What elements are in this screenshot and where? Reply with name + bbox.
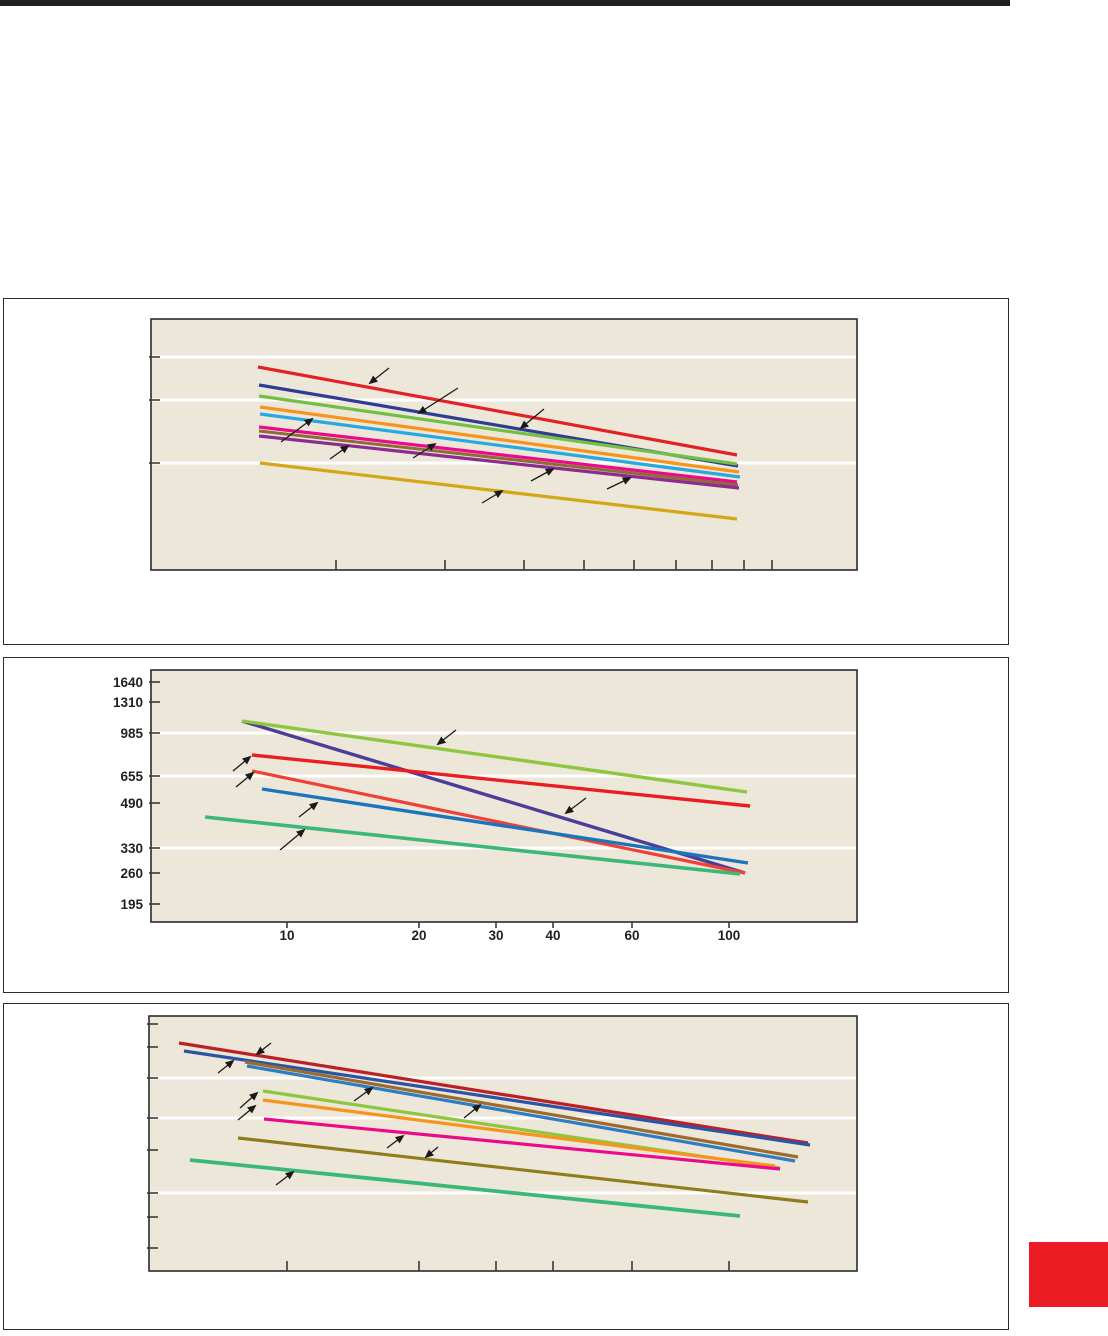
- chart-panel-2: [3, 657, 1009, 993]
- page-corner-marker: [1029, 1242, 1108, 1307]
- chart-panel-3: [3, 1003, 1009, 1330]
- top-rule: [0, 0, 1010, 6]
- chart-panel-1: [3, 298, 1009, 645]
